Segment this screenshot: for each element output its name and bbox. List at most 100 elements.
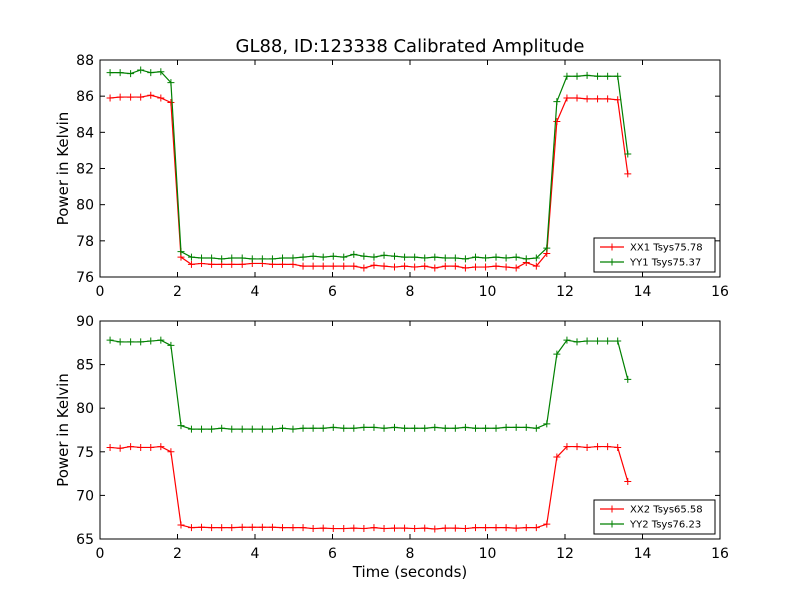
data-point — [431, 525, 439, 533]
data-point — [594, 337, 602, 345]
data-point — [137, 443, 145, 451]
data-point — [208, 425, 216, 433]
x-tick-label: 0 — [96, 546, 105, 562]
data-point — [421, 254, 429, 262]
data-point — [553, 350, 561, 358]
data-point — [289, 524, 297, 532]
legend-label: YY1 Tsys75.37 — [629, 258, 701, 269]
data-point — [289, 260, 297, 268]
data-point — [329, 252, 337, 260]
data-point — [401, 262, 409, 270]
data-point — [198, 425, 206, 433]
legend: XX1 Tsys75.78 YY1 Tsys75.37 — [593, 237, 716, 273]
data-point — [532, 262, 540, 270]
y-tick-label: 90 — [76, 314, 94, 330]
data-point — [319, 424, 327, 432]
data-point — [187, 253, 195, 261]
data-point — [289, 425, 297, 433]
y-tick-label: 80 — [76, 401, 94, 417]
data-point — [502, 263, 510, 271]
data-point — [624, 170, 632, 178]
data-point — [421, 424, 429, 432]
data-point — [350, 424, 358, 432]
y-tick-label: 80 — [76, 198, 94, 214]
data-point — [238, 260, 246, 268]
data-point — [482, 263, 490, 271]
data-point — [106, 336, 114, 344]
data-point — [157, 68, 165, 76]
data-point — [522, 255, 530, 263]
data-point — [512, 253, 520, 261]
data-point — [258, 255, 266, 263]
data-point — [238, 425, 246, 433]
series-2 — [106, 336, 632, 433]
data-point — [127, 93, 135, 101]
data-point — [411, 525, 419, 533]
data-point — [340, 253, 348, 261]
data-point — [329, 423, 337, 431]
data-point — [594, 95, 602, 103]
data-point — [370, 261, 378, 269]
x-tick-label: 8 — [406, 284, 415, 300]
data-point — [522, 524, 530, 532]
data-point — [583, 337, 591, 345]
data-point — [248, 255, 256, 263]
y-tick-label: 76 — [76, 270, 94, 286]
data-point — [512, 423, 520, 431]
data-point — [451, 424, 459, 432]
data-point — [380, 424, 388, 432]
data-point — [360, 423, 368, 431]
data-point — [309, 262, 317, 270]
data-point — [563, 443, 571, 451]
data-point — [573, 72, 581, 80]
data-point — [187, 260, 195, 268]
data-point — [127, 338, 135, 346]
data-point — [258, 425, 266, 433]
data-point — [147, 337, 155, 345]
data-point — [492, 253, 500, 261]
data-point — [461, 264, 469, 272]
data-point — [350, 250, 358, 258]
x-tick-label: 14 — [634, 546, 652, 562]
data-point — [380, 262, 388, 270]
x-tick-label: 4 — [251, 546, 260, 562]
data-point — [431, 253, 439, 261]
data-point — [553, 98, 561, 106]
data-point — [391, 524, 398, 532]
x-axis-label: Time (seconds) — [352, 563, 468, 581]
data-point — [340, 424, 348, 432]
data-point — [208, 524, 216, 532]
x-tick-label: 6 — [328, 284, 337, 300]
data-point — [441, 424, 449, 432]
data-point — [543, 244, 551, 252]
data-point — [604, 443, 612, 451]
data-point — [522, 423, 530, 431]
data-point — [492, 524, 500, 532]
data-point — [279, 254, 287, 262]
data-point — [127, 443, 135, 451]
data-point — [147, 91, 155, 99]
data-point — [147, 69, 155, 77]
data-point — [218, 255, 226, 263]
data-point — [461, 255, 469, 263]
legend-label: YY2 Tsys76.23 — [629, 520, 701, 531]
data-point — [238, 254, 246, 262]
data-point — [471, 253, 479, 261]
data-point — [157, 336, 165, 344]
x-tick-label: 10 — [479, 546, 497, 562]
data-point — [380, 525, 388, 533]
data-point — [228, 524, 236, 532]
data-point — [543, 520, 551, 528]
data-point — [279, 260, 287, 268]
data-point — [208, 254, 216, 262]
data-point — [370, 253, 378, 261]
x-tick-label: 6 — [328, 546, 337, 562]
data-point — [299, 262, 307, 270]
data-point — [228, 254, 236, 262]
data-point — [401, 524, 409, 532]
data-point — [553, 117, 561, 125]
data-point — [451, 524, 459, 532]
data-point — [329, 525, 337, 533]
data-point — [471, 424, 479, 432]
